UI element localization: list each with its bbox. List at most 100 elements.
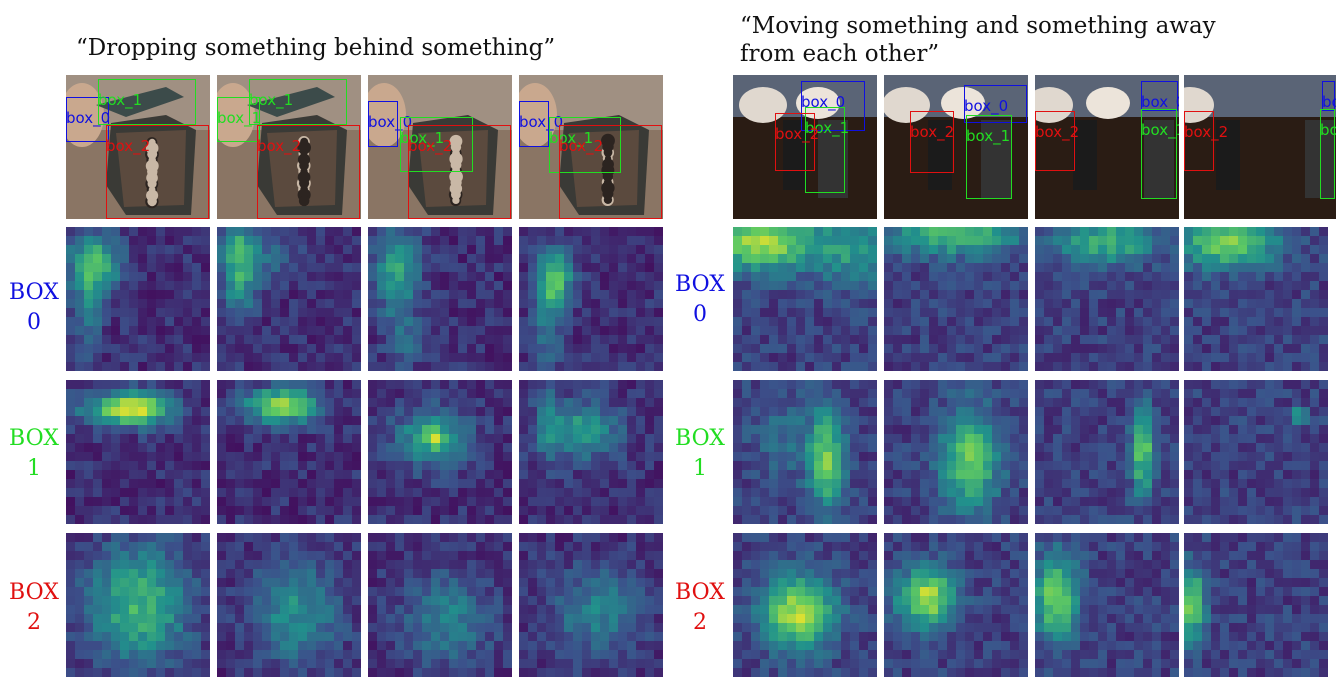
heatmap-cell xyxy=(217,380,361,524)
heatmap-cell xyxy=(884,227,1028,371)
left-row-label-box1: BOX 1 xyxy=(6,424,62,484)
heatmap-cell xyxy=(66,533,210,677)
row-label-line1: BOX xyxy=(675,580,725,605)
row-label-line1: BOX xyxy=(9,280,59,305)
row-label-line1: BOX xyxy=(675,272,725,297)
bounding-box-1 xyxy=(1320,109,1335,199)
bounding-box-0 xyxy=(368,101,398,147)
heatmap-cell xyxy=(217,533,361,677)
bounding-box-1 xyxy=(1141,109,1177,199)
heatmap-cell xyxy=(368,533,512,677)
heatmap-cell xyxy=(368,227,512,371)
bounding-box-1 xyxy=(98,79,196,125)
heatmap-cell xyxy=(217,227,361,371)
bounding-box-2 xyxy=(1184,111,1214,171)
bounding-box-label: box_1 xyxy=(549,129,594,147)
video-frame: box_1 box_1 box_2 xyxy=(217,75,361,219)
row-label-line2: 2 xyxy=(27,610,41,635)
bounding-box-label: box_2 xyxy=(106,137,151,155)
video-frame: box_0 box_1 box_2 xyxy=(884,75,1028,219)
left-row-label-box0: BOX 0 xyxy=(6,278,62,338)
heatmap-cell xyxy=(1184,380,1328,524)
bounding-box-label: box_0 xyxy=(519,113,564,131)
bounding-box-1 xyxy=(249,79,347,125)
bounding-box-2 xyxy=(1035,111,1075,171)
bounding-box-0 xyxy=(519,101,549,147)
right-row-label-box2: BOX 2 xyxy=(672,578,728,638)
heatmap-cell xyxy=(368,380,512,524)
row-label-line2: 1 xyxy=(693,456,707,481)
left-panel-caption: “Dropping something behind something” xyxy=(76,35,556,61)
bounding-box-label: box_1 xyxy=(966,127,1011,145)
heatmap-cell xyxy=(66,380,210,524)
heatmap-cell xyxy=(1035,380,1179,524)
bounding-box-2 xyxy=(910,111,954,173)
bounding-box-label: box_1 xyxy=(98,91,143,109)
bounding-box-label: box_2 xyxy=(775,125,820,143)
row-label-line1: BOX xyxy=(9,426,59,451)
video-frame: box_0 box_1 box_2 xyxy=(1035,75,1179,219)
row-label-line2: 0 xyxy=(693,302,707,327)
bounding-box-label: box_0 xyxy=(1322,93,1336,111)
heatmap-cell xyxy=(1035,227,1179,371)
bounding-box-0 xyxy=(801,81,865,131)
right-row-label-box1: BOX 1 xyxy=(672,424,728,484)
bounding-box-1 xyxy=(805,107,845,193)
bounding-box-label: box_2 xyxy=(1184,123,1229,141)
row-label-line2: 2 xyxy=(693,610,707,635)
row-label-line1: BOX xyxy=(9,580,59,605)
bounding-box-label: box_0 xyxy=(964,97,1009,115)
bounding-box-label: box_0 xyxy=(368,113,413,131)
heatmap-cell xyxy=(733,227,877,371)
bounding-box-label: box_2 xyxy=(559,137,604,155)
bounding-box-2 xyxy=(106,125,209,219)
bounding-box-0 xyxy=(964,85,1027,123)
bounding-box-2 xyxy=(408,125,511,219)
row-label-line2: 0 xyxy=(27,310,41,335)
right-row-label-box0: BOX 0 xyxy=(672,270,728,330)
heatmap-cell xyxy=(733,533,877,677)
bounding-box-1 xyxy=(217,97,260,142)
bounding-box-0 xyxy=(1141,81,1178,111)
bounding-box-0 xyxy=(66,97,109,142)
bounding-box-2 xyxy=(257,125,360,219)
bounding-box-label: box_1 xyxy=(805,119,850,137)
bounding-box-label: box_2 xyxy=(1035,123,1080,141)
heatmap-cell xyxy=(519,533,663,677)
bounding-box-0 xyxy=(1322,81,1335,111)
bounding-box-label: box_1 xyxy=(249,91,294,109)
heatmap-cell xyxy=(733,380,877,524)
heatmap-cell xyxy=(1184,533,1328,677)
bounding-box-1 xyxy=(549,117,621,173)
heatmap-cell xyxy=(519,380,663,524)
left-row-label-box2: BOX 2 xyxy=(6,578,62,638)
heatmap-cell xyxy=(884,533,1028,677)
bounding-box-label: box_1 xyxy=(400,129,445,147)
right-panel-caption-line2: from each other” xyxy=(740,41,940,67)
video-frame: box_0 box_1 box_2 xyxy=(1184,75,1336,219)
row-label-line2: 1 xyxy=(27,456,41,481)
bounding-box-label: box_1 xyxy=(1141,121,1179,139)
bounding-box-2 xyxy=(559,125,662,219)
bounding-box-label: box_0 xyxy=(801,93,846,111)
bounding-box-label: box_2 xyxy=(257,137,302,155)
bounding-box-label: box_2 xyxy=(408,137,453,155)
bounding-box-label: box_1 xyxy=(1320,121,1336,139)
bounding-box-label: box_1 xyxy=(217,109,262,127)
row-label-line1: BOX xyxy=(675,426,725,451)
bounding-box-label: box_0 xyxy=(66,109,111,127)
bounding-box-1 xyxy=(966,115,1012,199)
bounding-box-1 xyxy=(400,117,473,172)
heatmap-cell xyxy=(1184,227,1328,371)
heatmap-cell xyxy=(884,380,1028,524)
heatmap-cell xyxy=(1035,533,1179,677)
heatmap-cell xyxy=(66,227,210,371)
bounding-box-label: box_0 xyxy=(1141,93,1179,111)
heatmap-cell xyxy=(519,227,663,371)
bounding-box-2 xyxy=(775,113,815,171)
bounding-box-label: box_2 xyxy=(910,123,955,141)
